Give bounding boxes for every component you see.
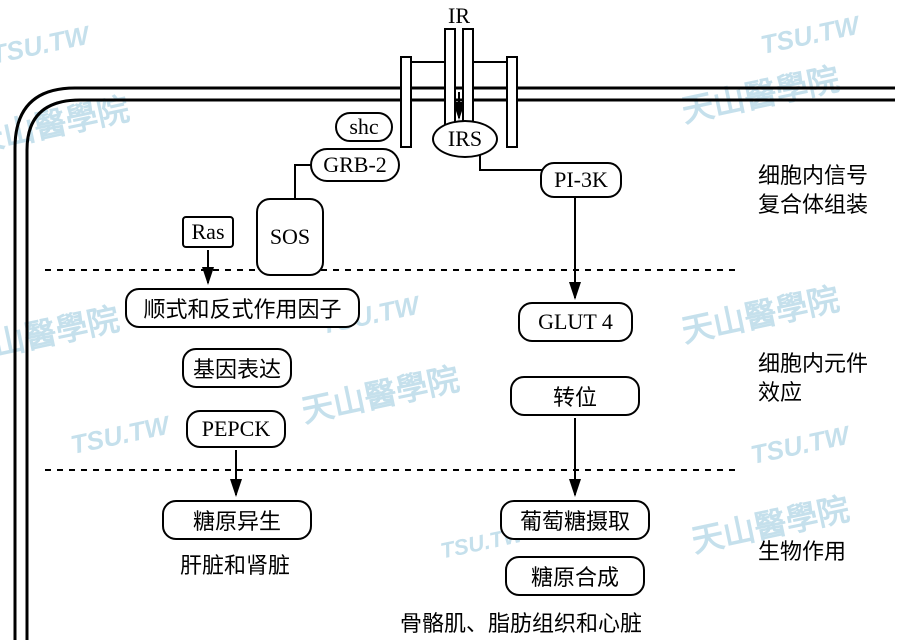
watermark-cn: 天山醫學院: [0, 84, 133, 162]
glut4-node: GLUT 4: [518, 302, 633, 342]
ir-subunit-outer: [506, 56, 518, 148]
pi3k-node: PI-3K: [540, 162, 622, 198]
grb2-node: GRB-2: [310, 148, 400, 182]
liver-kidney-label: 肝脏和肾脏: [180, 548, 290, 580]
watermark-tsu: TSU.TW: [748, 420, 852, 471]
section2-l1: 细胞内元件: [758, 350, 868, 379]
sos-node: SOS: [256, 198, 324, 276]
watermark-tsu: TSU.TW: [68, 410, 172, 461]
watermark-tsu: TSU.TW: [758, 10, 862, 61]
section1-l1: 细胞内信号: [758, 162, 868, 191]
watermark-cn: 天山醫學院: [0, 294, 123, 372]
shc-node: shc: [335, 112, 393, 142]
section3-label: 生物作用: [758, 538, 846, 567]
muscle-fat-label: 骨骼肌、脂肪组织和心脏: [400, 606, 642, 638]
cis-trans-node: 顺式和反式作用因子: [125, 288, 360, 328]
section2-l2: 效应: [758, 379, 868, 408]
translocation-node: 转位: [510, 376, 640, 416]
watermark-tsu: TSU.TW: [0, 20, 92, 71]
section1-l2: 复合体组装: [758, 191, 868, 220]
ir-label: IR: [448, 3, 470, 29]
ir-subunit-outer: [400, 56, 412, 148]
gene-expr-node: 基因表达: [182, 348, 292, 388]
watermark-cn: 天山醫學院: [677, 54, 843, 132]
watermark-cn: 天山醫學院: [297, 354, 463, 432]
watermark-cn: 天山醫學院: [677, 274, 843, 352]
section2-label: 细胞内元件 效应: [758, 350, 868, 407]
ras-node: Ras: [182, 216, 234, 248]
glycogen-synth-node: 糖原合成: [505, 556, 645, 596]
gluconeogenesis-node: 糖原异生: [162, 500, 312, 540]
pepck-node: PEPCK: [186, 410, 286, 448]
glucose-uptake-node: 葡萄糖摄取: [500, 500, 650, 540]
irs-node: IRS: [432, 120, 498, 158]
section1-label: 细胞内信号 复合体组装: [758, 162, 868, 219]
